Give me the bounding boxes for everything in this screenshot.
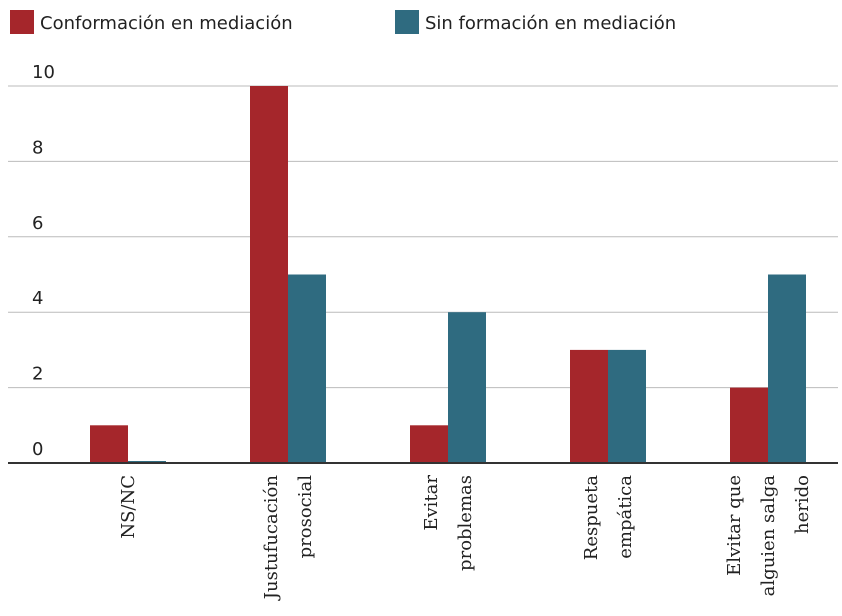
legend-swatch bbox=[10, 10, 34, 34]
x-tick-label: empática bbox=[615, 475, 636, 559]
x-tick-label: alguien salga bbox=[758, 475, 779, 597]
legend-label: Conformación en mediación bbox=[40, 13, 293, 34]
y-tick-label: 4 bbox=[32, 288, 43, 309]
legend-swatch bbox=[395, 10, 419, 34]
bar bbox=[410, 425, 448, 463]
bar bbox=[608, 349, 646, 463]
bar bbox=[250, 86, 288, 463]
x-tick-label: Elvitar que bbox=[724, 475, 745, 576]
bar bbox=[730, 387, 768, 463]
legend-label: Sin formación en mediación bbox=[425, 13, 676, 34]
bar bbox=[768, 274, 806, 463]
y-tick-label: 2 bbox=[32, 364, 43, 385]
bar bbox=[288, 274, 326, 463]
y-tick-label: 8 bbox=[32, 137, 43, 158]
x-tick-label: NS/NC bbox=[118, 475, 139, 539]
y-tick-label: 6 bbox=[32, 213, 43, 234]
x-tick-label: prosocial bbox=[295, 475, 316, 559]
x-tick-label: herido bbox=[792, 475, 813, 534]
x-tick-label: problemas bbox=[455, 475, 476, 571]
x-tick-label: Evitar bbox=[421, 475, 442, 531]
y-tick-label: 0 bbox=[32, 439, 43, 460]
bar bbox=[448, 312, 486, 463]
y-tick-label: 10 bbox=[32, 62, 55, 83]
x-tick-label: Justufucación bbox=[261, 475, 282, 602]
bar bbox=[570, 349, 608, 463]
x-tick-label: Respueta bbox=[581, 475, 602, 560]
bar bbox=[90, 425, 128, 463]
